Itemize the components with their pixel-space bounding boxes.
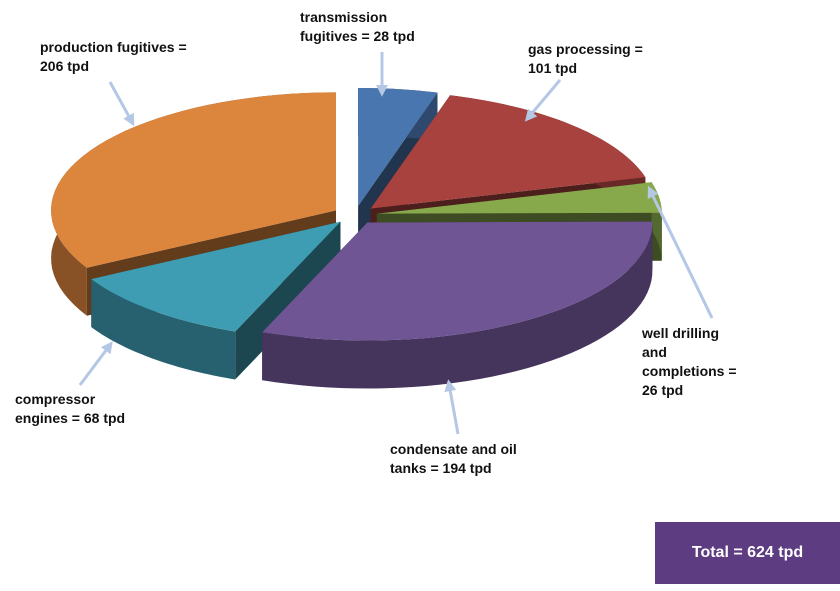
slice-top bbox=[51, 92, 336, 268]
slices bbox=[51, 88, 662, 389]
slice-top bbox=[358, 88, 438, 206]
slice-label: compressor engines = 68 tpd bbox=[15, 391, 126, 426]
arrow bbox=[444, 379, 460, 435]
slice-wall bbox=[91, 279, 236, 380]
slice-top bbox=[376, 182, 662, 214]
slice-top bbox=[262, 221, 653, 341]
slice-label: condensate and oil tanks = 194 tpd bbox=[390, 441, 517, 476]
slice-top bbox=[91, 221, 341, 332]
slice-label: production fugitives = 206 tpd bbox=[40, 39, 187, 74]
slice-wall bbox=[262, 221, 653, 389]
arrow bbox=[78, 341, 113, 386]
slice-top bbox=[370, 95, 646, 209]
slice-label: transmission fugitives = 28 tpd bbox=[300, 9, 415, 44]
arrow bbox=[524, 79, 562, 122]
total-box: Total = 624 tpd bbox=[655, 522, 840, 584]
slice-label: gas processing = 101 tpd bbox=[528, 41, 643, 76]
arrow bbox=[108, 81, 135, 127]
arrow bbox=[647, 185, 714, 319]
slice-label: well drilling and completions = 26 tpd bbox=[642, 325, 737, 398]
arrows bbox=[78, 52, 714, 435]
